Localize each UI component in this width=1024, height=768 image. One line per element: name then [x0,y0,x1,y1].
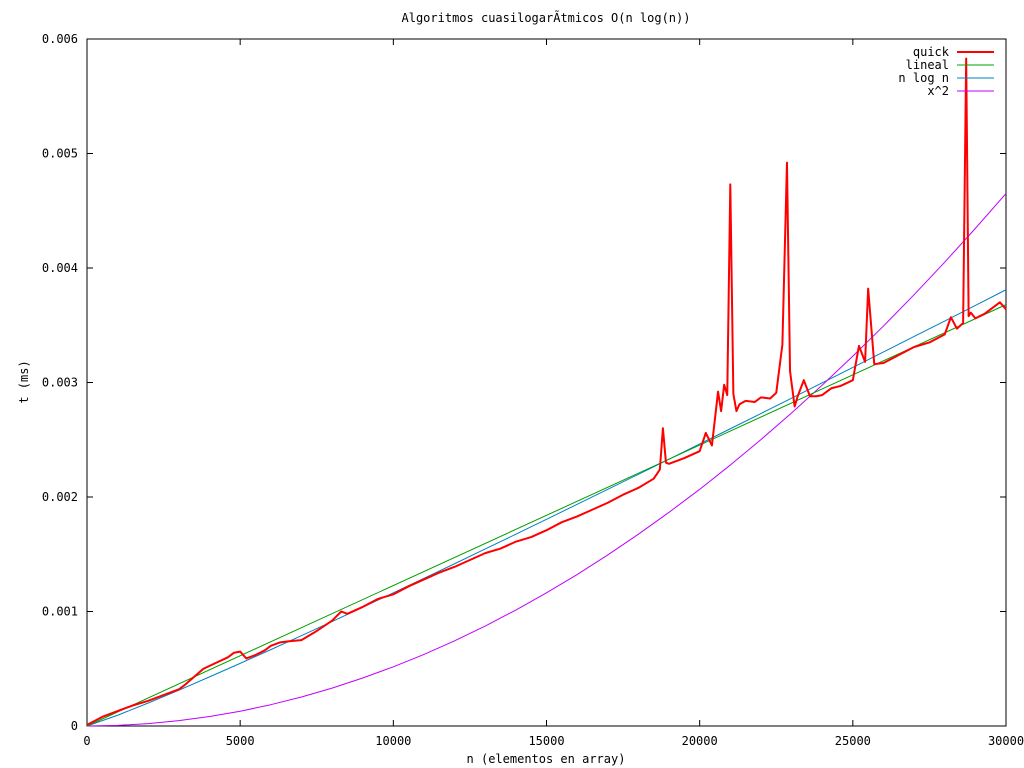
x-tick-label: 30000 [988,734,1024,748]
x-tick-label: 25000 [835,734,871,748]
axis-ticks: 0 5000 10000 15000 20000 25000 30000 0 0.001 0.00… [42,32,1024,748]
y-axis-label: t (ms) [17,360,31,403]
y-tick-label: 0 [71,719,78,733]
y-tick-label: 0.003 [42,376,78,390]
legend-label: lineal [906,58,949,72]
chart-title: Algoritmos cuasilogarÃ­tmicos O(n log(n)… [402,10,691,25]
y-tick-label: 0.004 [42,261,78,275]
series-line-n-log-n [86,289,1007,727]
x-tick-label: 15000 [528,734,564,748]
y-tick-label: 0.005 [42,147,78,161]
y-tick-label: 0.001 [42,605,78,619]
x-axis-label: n (elementos en array) [467,752,626,766]
plot-frame [86,38,1007,727]
y-tick-label: 0.006 [42,32,78,46]
x-tick-label: 10000 [375,734,411,748]
series-layer [86,57,1007,727]
series-line-quick [86,57,1007,726]
legend-label: quick [913,45,950,59]
x-tick-label: 5000 [226,734,255,748]
legend-label: x^2 [927,84,949,98]
x-tick-label: 20000 [682,734,718,748]
series-line-x-2 [86,193,1007,727]
x-tick-label: 0 [83,734,90,748]
y-tick-label: 0.002 [42,490,78,504]
legend-label: n log n [898,71,949,85]
series-line-lineal [86,304,1007,727]
